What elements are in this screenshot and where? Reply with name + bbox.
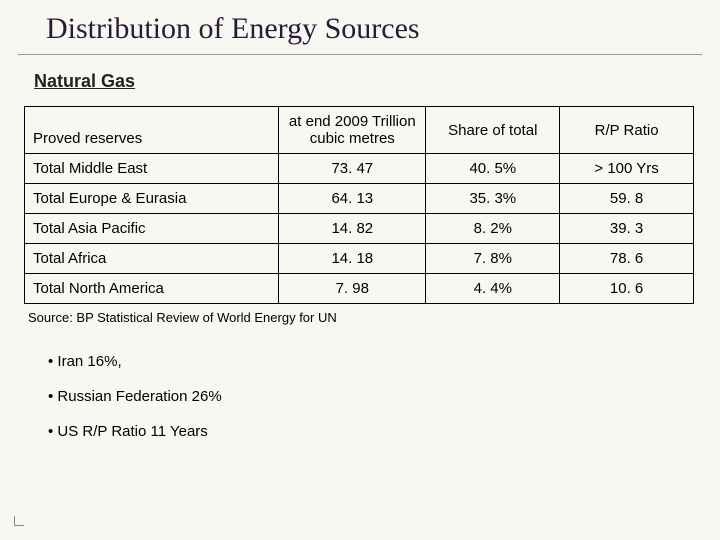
table-cell: 35. 3% [426,184,560,214]
table-cell: Total Middle East [25,154,279,184]
col-header: R/P Ratio [560,107,694,154]
table-cell: 39. 3 [560,214,694,244]
table-cell: Total Europe & Eurasia [25,184,279,214]
table-cell: 7. 98 [279,274,426,304]
table-cell: 4. 4% [426,274,560,304]
list-item: Iran 16%, [48,353,720,370]
table-row: Total Asia Pacific 14. 82 8. 2% 39. 3 [25,214,694,244]
list-item: US R/P Ratio 11 Years [48,423,720,440]
corner-decoration [14,516,24,526]
title-bar: Distribution of Energy Sources [18,0,702,55]
table-cell: 14. 82 [279,214,426,244]
table-cell: Total Asia Pacific [25,214,279,244]
table-row: Total Middle East 73. 47 40. 5% > 100 Yr… [25,154,694,184]
table-cell: 59. 8 [560,184,694,214]
table-cell: 64. 13 [279,184,426,214]
table-cell: 8. 2% [426,214,560,244]
col-header: Proved reserves [25,107,279,154]
table-cell: > 100 Yrs [560,154,694,184]
source-line: Source: BP Statistical Review of World E… [28,310,720,325]
col-header: Share of total [426,107,560,154]
table-header-row: Proved reserves at end 2009 Trillion cub… [25,107,694,154]
table-cell: Total Africa [25,244,279,274]
table-body: Total Middle East 73. 47 40. 5% > 100 Yr… [25,154,694,304]
table-cell: 10. 6 [560,274,694,304]
subtitle: Natural Gas [34,71,720,92]
reserves-table: Proved reserves at end 2009 Trillion cub… [24,106,694,304]
table-cell: 40. 5% [426,154,560,184]
page-title: Distribution of Energy Sources [46,12,702,46]
table-cell: 78. 6 [560,244,694,274]
table-cell: Total North America [25,274,279,304]
list-item: Russian Federation 26% [48,388,720,405]
table-row: Total Africa 14. 18 7. 8% 78. 6 [25,244,694,274]
table-cell: 73. 47 [279,154,426,184]
table-row: Total North America 7. 98 4. 4% 10. 6 [25,274,694,304]
col-header: at end 2009 Trillion cubic metres [279,107,426,154]
table-cell: 7. 8% [426,244,560,274]
table-cell: 14. 18 [279,244,426,274]
table-row: Total Europe & Eurasia 64. 13 35. 3% 59.… [25,184,694,214]
bullet-list: Iran 16%, Russian Federation 26% US R/P … [48,353,720,440]
